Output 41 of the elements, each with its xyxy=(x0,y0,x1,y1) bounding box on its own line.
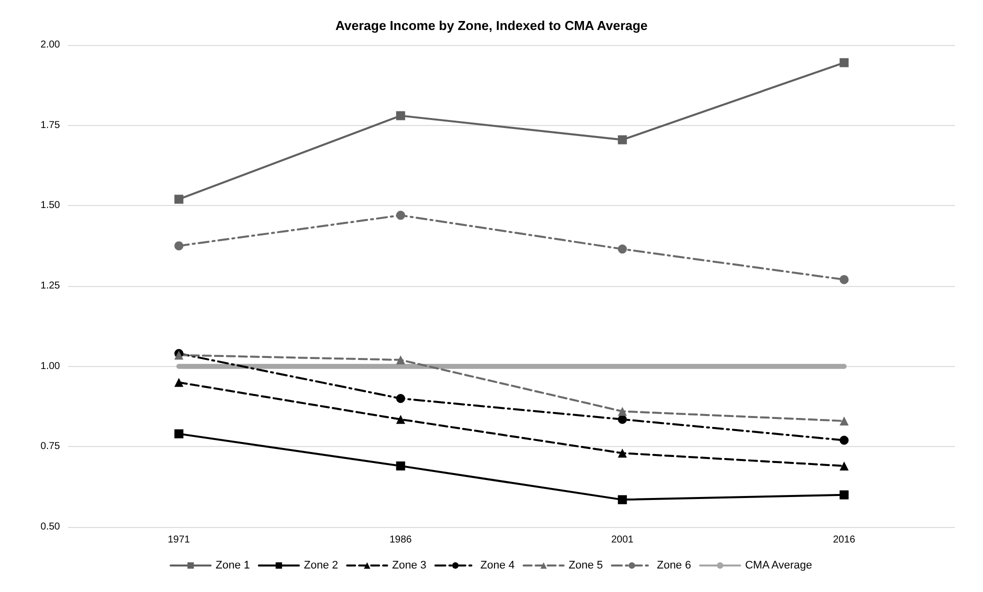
point xyxy=(618,406,627,416)
y-tick-label: 2.00 xyxy=(40,40,60,50)
point xyxy=(396,414,406,424)
x-tick-label: 2001 xyxy=(611,534,634,546)
x-tick-label: 2016 xyxy=(833,534,856,546)
legend-label: Zone 1 xyxy=(216,560,250,572)
x-tick-label: 1986 xyxy=(390,534,412,546)
point xyxy=(396,210,406,220)
point xyxy=(618,135,627,144)
point xyxy=(174,429,184,438)
chart-title: Average Income by Zone, Indexed to CMA Average xyxy=(335,18,648,33)
y-tick-label: 1.00 xyxy=(40,360,60,372)
legend-label: CMA Average xyxy=(745,560,812,572)
point xyxy=(618,244,627,254)
point xyxy=(840,461,849,470)
point xyxy=(396,111,406,120)
point xyxy=(174,241,184,250)
point xyxy=(396,355,406,364)
point xyxy=(174,378,184,387)
point xyxy=(396,394,406,403)
point xyxy=(840,490,849,500)
legend-label: Zone 5 xyxy=(568,560,603,572)
legend-label: Zone 6 xyxy=(656,560,692,572)
point xyxy=(840,58,849,68)
point xyxy=(174,194,184,204)
point xyxy=(840,436,849,445)
y-tick-label: 0.50 xyxy=(40,522,60,532)
point xyxy=(396,461,406,470)
point xyxy=(840,275,849,284)
y-tick-label: 1.50 xyxy=(40,200,60,212)
point xyxy=(840,416,849,426)
point xyxy=(618,495,627,504)
x-tick-label: 1971 xyxy=(168,534,190,546)
point xyxy=(618,448,627,458)
legend-label: Zone 4 xyxy=(480,560,515,572)
y-tick-label: 0.75 xyxy=(40,441,60,452)
point xyxy=(618,414,627,424)
legend-label: Zone 2 xyxy=(304,560,338,572)
legend-label: Zone 3 xyxy=(392,560,426,572)
y-tick-label: 1.75 xyxy=(40,120,60,131)
y-tick-label: 1.25 xyxy=(40,280,60,292)
